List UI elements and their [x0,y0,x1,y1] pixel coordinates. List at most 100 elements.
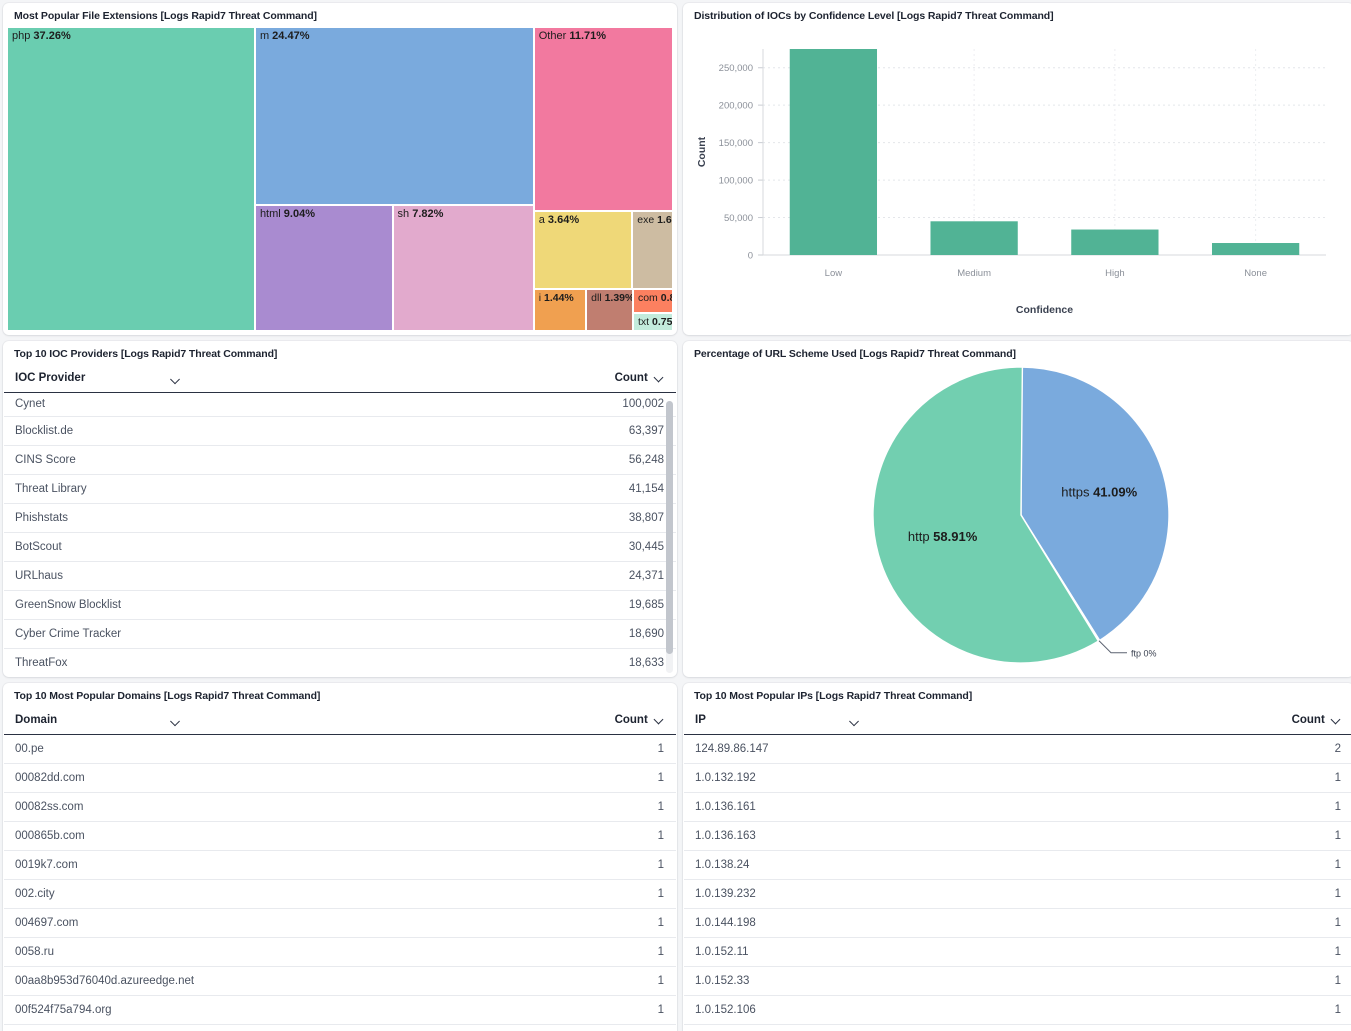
table-row[interactable]: 000865b.com 1 [4,821,676,851]
table-row[interactable]: 004697.com 1 [4,908,676,938]
treemap-tile-value: 7.82% [412,208,444,221]
table-row[interactable]: 1.0.136.163 1 [684,821,1351,851]
table-row[interactable]: 00aa8b953d76040d.azureedge.net 1 [4,966,676,996]
table-row[interactable]: Blocklist.de 63,397 [4,416,676,446]
pie-chart: https 41.09% http 58.91% ftp 0% [683,365,1351,677]
table-row[interactable]: 00f524f75a794.org 1 [4,995,676,1025]
table-row[interactable]: URLhaus 24,371 [4,561,676,591]
cell-count: 2 [1018,734,1351,764]
table-row[interactable]: 1.0.136.161 1 [684,792,1351,822]
table-row[interactable]: 0019k7.com 1 [4,850,676,880]
bar-none[interactable] [1211,243,1300,255]
chevron-down-icon[interactable] [1332,715,1341,724]
table-row[interactable]: GreenSnow Blocklist 19,685 [4,590,676,620]
treemap-tile-exe[interactable]: exe 1.6% [632,211,673,290]
table-row[interactable]: Threat Library 41,154 [4,474,676,504]
treemap-tile-php[interactable]: php 37.26% [7,27,255,331]
chevron-down-icon[interactable] [172,716,181,725]
column-header-ioc-provider[interactable]: IOC Provider [4,365,340,393]
cell-name: 1.0.136.163 [684,821,1019,851]
table-ips: IP Count 124.89.86.147 2 1.0.132.192 1 1.0.1… [684,707,1351,1025]
cell-name: Cynet [4,392,340,417]
table-row[interactable]: CINS Score 56,248 [4,445,676,475]
cell-name: 1.0.144.198 [684,908,1019,938]
cell-name: 002.city [4,879,340,909]
treemap-tile-name: a [538,214,548,227]
treemap-tile-value: 0.75% [651,316,673,329]
table-row[interactable]: 124.89.86.147 2 [684,734,1351,764]
treemap-tile-label: html 9.04% [256,206,392,221]
bar-medium[interactable] [930,221,1018,255]
table-row-clipped[interactable]: Cynet 100,002 [4,392,676,417]
chevron-down-icon[interactable] [655,373,664,382]
chevron-down-icon[interactable] [172,374,181,383]
cell-name: 1.0.136.161 [684,792,1019,822]
table-row[interactable]: Phishstats 38,807 [4,503,676,533]
x-axis-title: Confidence [1016,304,1073,316]
treemap-tile-name: sh [397,208,413,221]
treemap-tile-txt[interactable]: txt 0.75% [632,313,673,331]
panel-confidence-distribution: Distribution of IOCs by Confidence Level… [683,3,1351,335]
table-row[interactable]: 1.0.152.33 1 [684,966,1351,996]
treemap-tile-label: txt 0.75% [634,314,672,328]
cell-name: 00082ss.com [4,792,340,822]
treemap-tile-name: html [259,208,284,221]
cell-name: 1.0.132.192 [684,763,1019,793]
treemap-tile-a[interactable]: a 3.64% [533,211,633,290]
table-row[interactable]: 00082ss.com 1 [4,792,676,822]
chevron-down-icon[interactable] [655,715,664,724]
treemap-tile-html[interactable]: html 9.04% [254,205,393,331]
cell-name: Cyber Crime Tracker [4,619,340,649]
vertical-scrollbar[interactable] [666,401,673,673]
treemap-tile-label: a 3.64% [535,212,632,227]
table-row[interactable]: ThreatFox 18,633 [4,648,676,677]
column-header-count[interactable]: Count [340,365,676,393]
pie-slice-https[interactable] [1020,366,1170,642]
table-row[interactable]: 00.pe 1 [4,734,676,764]
panel-title-popular-ips: Top 10 Most Popular IPs [Logs Rapid7 Thr… [694,690,973,702]
table-body-ioc-providers: Cynet 100,002 Blocklist.de 63,397 CINS Score… [4,392,676,677]
treemap-tile-label: dll 1.39% [587,290,632,304]
table-domains: Domain Count 00.pe 1 00082dd.com 1 00082ss.c… [4,707,676,1025]
treemap-tile-com[interactable]: com 0.89% [632,289,673,314]
cell-name: 124.89.86.147 [684,734,1019,764]
treemap-tile-i[interactable]: i 1.44% [533,289,587,331]
table-row[interactable]: BotScout 30,445 [4,532,676,562]
treemap-tile-name: dll [591,292,605,305]
treemap-tile-other[interactable]: Other 11.71% [533,27,673,212]
table-row[interactable]: 1.0.139.232 1 [684,879,1351,909]
column-header-count[interactable]: Count [340,707,676,735]
column-header-count[interactable]: Count [1018,707,1351,735]
table-row[interactable]: 1.0.152.106 1 [684,995,1351,1025]
cell-count: 30,445 [340,532,676,562]
y-axis-tick-label: 200,000 [719,101,753,112]
table-row[interactable]: 00082dd.com 1 [4,763,676,793]
table-row[interactable]: 1.0.132.192 1 [684,763,1351,793]
cell-count: 1 [1018,908,1351,938]
treemap-tile-name: i [538,292,544,305]
table-row[interactable]: 002.city 1 [4,879,676,909]
cell-name: ThreatFox [4,648,340,677]
column-header-ip[interactable]: IP [684,707,1019,735]
table-row[interactable]: 1.0.152.11 1 [684,937,1351,967]
x-axis-tick-label: Medium [957,268,991,279]
treemap-tile-dll[interactable]: dll 1.39% [586,289,633,331]
table-row[interactable]: 1.0.138.24 1 [684,850,1351,880]
table-row[interactable]: 1.0.144.198 1 [684,908,1351,938]
treemap-tile-sh[interactable]: sh 7.82% [392,205,534,331]
panel-ioc-providers: Top 10 IOC Providers [Logs Rapid7 Threat… [3,341,677,677]
pie-leader-line-ftp [1098,640,1128,654]
panel-title-ioc-providers: Top 10 IOC Providers [Logs Rapid7 Threat… [14,348,278,360]
table-row[interactable]: Cyber Crime Tracker 18,690 [4,619,676,649]
treemap-tile-value: 11.71% [569,30,607,42]
bar-low[interactable] [789,49,878,255]
scrollbar-thumb[interactable] [666,401,673,654]
pie-slice-http[interactable] [872,366,1100,664]
bar-high[interactable] [1071,229,1159,255]
table-row[interactable]: 0058.ru 1 [4,937,676,967]
column-header-domain[interactable]: Domain [4,707,340,735]
chevron-down-icon[interactable] [851,716,860,725]
treemap-tile-m[interactable]: m 24.47% [254,27,534,206]
panel-file-extensions: Most Popular File Extensions [Logs Rapid… [3,3,677,335]
table-header-ioc-providers: IOC Provider Count [4,365,676,393]
